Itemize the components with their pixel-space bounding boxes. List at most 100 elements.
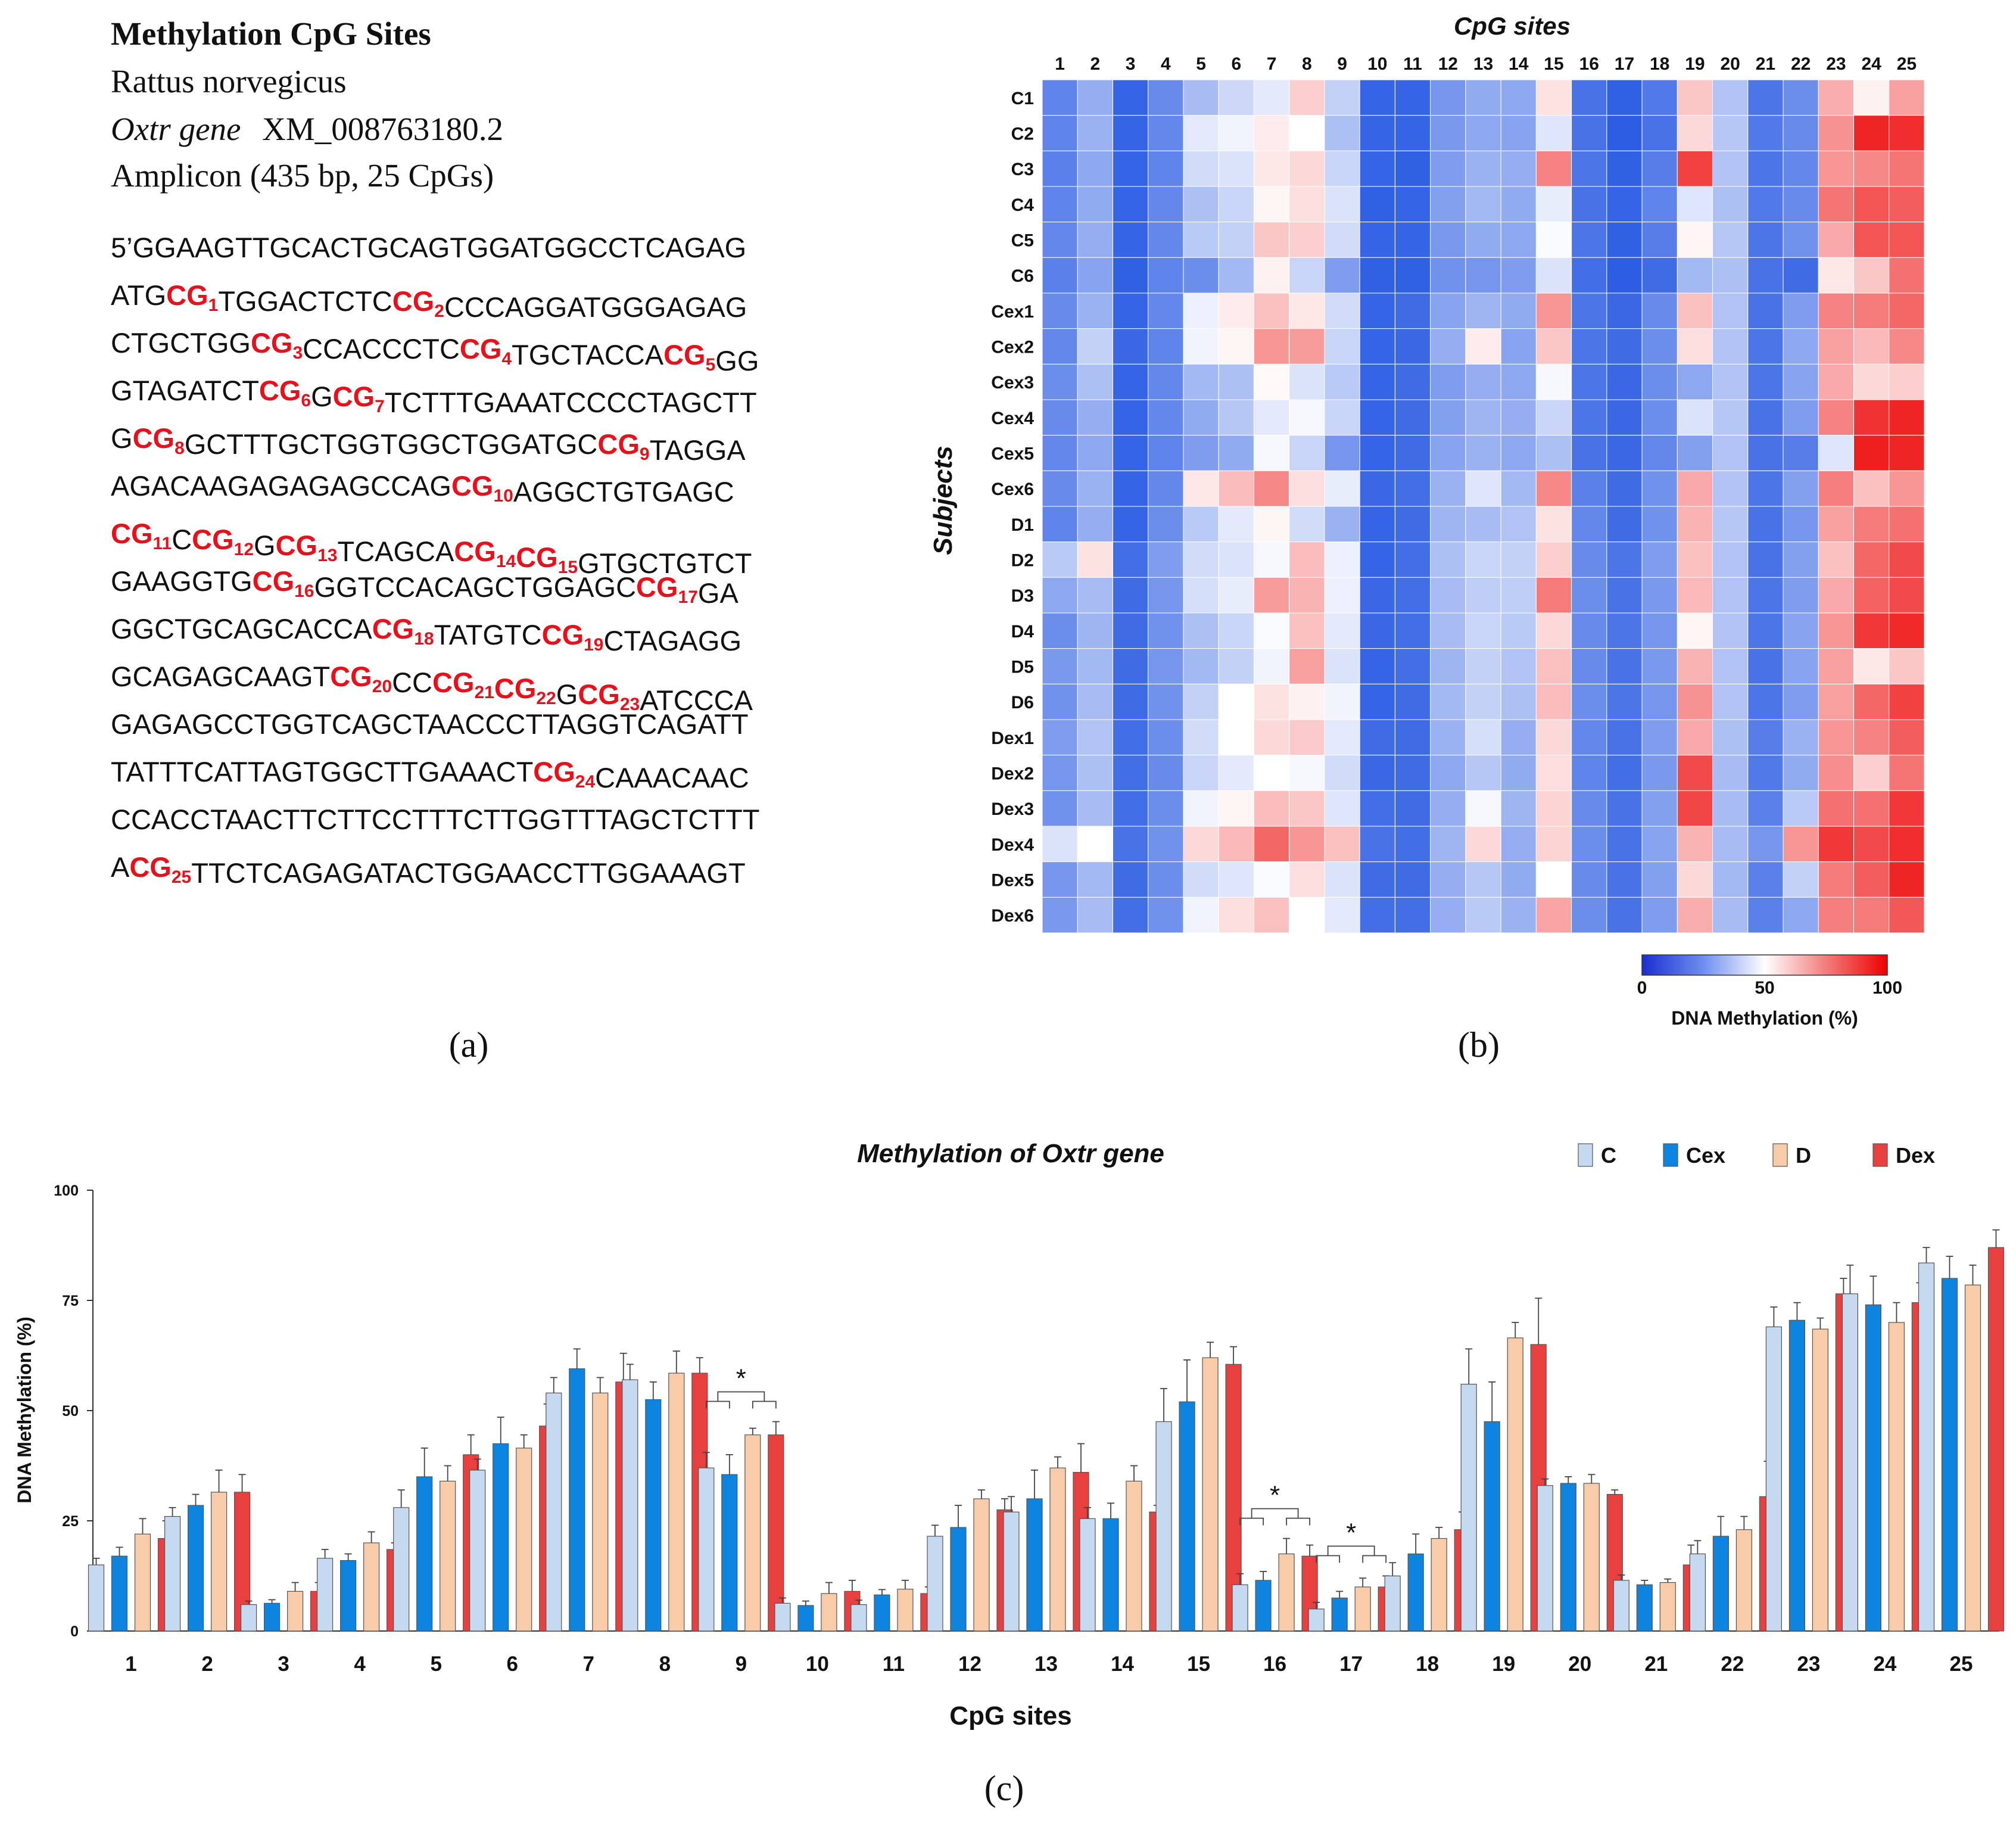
heatmap-cell-Dex4-21 <box>1747 826 1784 863</box>
heatmap-cell-Dex3-8 <box>1289 790 1325 827</box>
heatmap-cell-Dex5-2 <box>1077 861 1113 898</box>
heatmap-cell-Dex5-8 <box>1289 861 1325 898</box>
cpg-marker: CG <box>454 536 496 567</box>
bar-D-site-5 <box>440 1480 456 1632</box>
heatmap-cell-C1-13 <box>1465 79 1501 116</box>
cpg-index: 18 <box>414 629 434 649</box>
heatmap-cell-D1-7 <box>1253 506 1290 543</box>
heatmap-cell-C1-17 <box>1606 79 1643 116</box>
heatmap-cell-Cex2-22 <box>1783 328 1819 365</box>
heatmap-cell-C1-5 <box>1183 79 1219 116</box>
sequence-line: CCACCTAACTTCTTCCTTTCTTGGTTTAGCTCTTT <box>111 804 760 835</box>
panel-b-heatmap: CpG sites Subjects 1 2 3 4 5 6 7 8 9 10 11 12 13 14 15… <box>928 12 1925 1065</box>
heatmap-cell-Dex1-22 <box>1783 719 1819 756</box>
significance-star: * <box>736 1364 746 1393</box>
sequence-text: GTAGATCT <box>111 375 259 406</box>
heatmap-cell-Dex5-22 <box>1783 861 1819 898</box>
heatmap-cell-C2-25 <box>1889 115 1925 151</box>
heatmap-cell-D2-10 <box>1359 541 1395 578</box>
heatmap-cell-Cex2-12 <box>1430 328 1466 365</box>
heatmap-cell-Dex4-23 <box>1818 826 1855 863</box>
heatmap-cell-D1-19 <box>1677 506 1713 543</box>
heatmap-cell-Dex1-18 <box>1641 719 1678 756</box>
heatmap-row-label: D5 <box>1011 658 1034 677</box>
heatmap-col-label: 2 <box>1090 54 1101 74</box>
heatmap-cell-Cex2-11 <box>1394 328 1431 365</box>
heatmap-cell-Cex2-6 <box>1218 328 1254 365</box>
colorbar-tick-0: 0 <box>1637 978 1647 998</box>
heatmap-cell-Dex3-20 <box>1712 790 1749 827</box>
heatmap-cell-D5-15 <box>1535 648 1572 684</box>
heatmap-cell-C3-23 <box>1818 150 1855 187</box>
heatmap-cell-Cex5-7 <box>1253 435 1290 471</box>
heatmap-cell-D3-10 <box>1359 577 1395 614</box>
heatmap-cell-Dex6-12 <box>1430 897 1466 933</box>
heatmap-cell-C6-21 <box>1747 257 1784 294</box>
heatmap-cell-Dex6-4 <box>1148 897 1184 933</box>
heatmap-cell-D3-8 <box>1289 577 1325 614</box>
heatmap-cell-C4-22 <box>1783 186 1819 223</box>
heatmap-cell-Dex6-2 <box>1077 897 1113 933</box>
cpg-marker: CG <box>597 428 640 460</box>
sequence-line: GGCTGCAGCACCACG18TATGTCCG19CTAGAGG <box>111 613 741 656</box>
heatmap-cell-D6-11 <box>1394 683 1431 720</box>
bar-C-site-19 <box>1460 1384 1477 1632</box>
heatmap-cell-Dex2-24 <box>1853 755 1890 791</box>
heatmap-cell-Dex4-3 <box>1112 826 1149 863</box>
heatmap-cell-Dex2-14 <box>1500 755 1537 791</box>
heatmap-cell-D3-9 <box>1324 577 1360 614</box>
heatmap-cell-Dex3-19 <box>1677 790 1713 827</box>
heatmap-cell-C1-7 <box>1253 79 1290 116</box>
heatmap-cell-C4-24 <box>1853 186 1890 223</box>
heatmap-cell-Cex5-13 <box>1465 435 1501 471</box>
heatmap-cell-C5-25 <box>1889 222 1925 258</box>
heatmap-cell-Cex1-24 <box>1853 292 1890 329</box>
heatmap-cell-C4-17 <box>1606 186 1643 223</box>
heatmap-cell-Dex2-10 <box>1359 755 1395 791</box>
heatmap-cell-Dex2-1 <box>1042 755 1078 791</box>
heatmap-cell-C6-17 <box>1606 257 1643 294</box>
sequence-text: C <box>172 524 192 555</box>
heatmap-cell-C2-5 <box>1183 115 1219 151</box>
cpg-index: 22 <box>536 689 556 708</box>
heatmap-cell-D6-4 <box>1148 683 1184 720</box>
heatmap-cell-Dex5-5 <box>1183 861 1219 898</box>
cpg-index: 15 <box>558 558 578 577</box>
bar-D-site-15 <box>1202 1357 1219 1632</box>
heatmap-cell-D2-9 <box>1324 541 1360 578</box>
bar-Cex-site-22 <box>1712 1536 1729 1632</box>
heatmap-cell-Dex3-14 <box>1500 790 1537 827</box>
heatmap-cell-Dex2-8 <box>1289 755 1325 791</box>
heatmap-cell-Dex1-3 <box>1112 719 1149 756</box>
heatmap-cell-Cex6-7 <box>1253 470 1290 507</box>
heatmap-cell-C2-13 <box>1465 115 1501 151</box>
heatmap-cell-Cex1-21 <box>1747 292 1784 329</box>
heatmap-cell-Cex3-5 <box>1183 363 1219 400</box>
bar-C-site-4 <box>316 1558 334 1632</box>
heatmap-cell-D4-17 <box>1606 612 1643 649</box>
heatmap-cell-C2-18 <box>1641 115 1678 151</box>
heatmap-cell-Dex1-17 <box>1606 719 1643 756</box>
heatmap-cell-Cex3-25 <box>1889 363 1925 400</box>
heatmap-col-label: 12 <box>1438 54 1458 74</box>
heatmap-cell-Cex4-21 <box>1747 399 1784 436</box>
sequence-text: GG <box>715 345 759 376</box>
heatmap-cell-D1-11 <box>1394 506 1431 543</box>
bar-Cex-site-21 <box>1636 1584 1653 1632</box>
heatmap-cell-Dex2-21 <box>1747 755 1784 791</box>
barchart-significance: * * * <box>705 1364 1387 1563</box>
heatmap-cell-Cex2-25 <box>1889 328 1925 365</box>
heatmap-cell-Cex2-7 <box>1253 328 1290 365</box>
heatmap-cell-Dex5-18 <box>1641 861 1678 898</box>
heatmap-cell-Dex6-9 <box>1324 897 1360 933</box>
sequence-text: CTAGAGG <box>603 625 741 656</box>
heatmap-cell-D3-15 <box>1535 577 1572 614</box>
sequence-line: TATTTCATTAGTGGCTTGAAACTCG24CAAACAAC <box>111 756 749 793</box>
heatmap-cell-D1-25 <box>1889 506 1925 543</box>
sequence-line: GCG8GCTTTGCTGGTGGCTGGATGCCG9TAGGA <box>111 422 746 466</box>
heatmap-cell-Dex6-20 <box>1712 897 1749 933</box>
heatmap-cell-Dex1-15 <box>1535 719 1572 756</box>
bar-D-site-9 <box>744 1434 761 1632</box>
heatmap-cell-Cex4-8 <box>1289 399 1325 436</box>
x-tick-label: 13 <box>1035 1652 1058 1676</box>
